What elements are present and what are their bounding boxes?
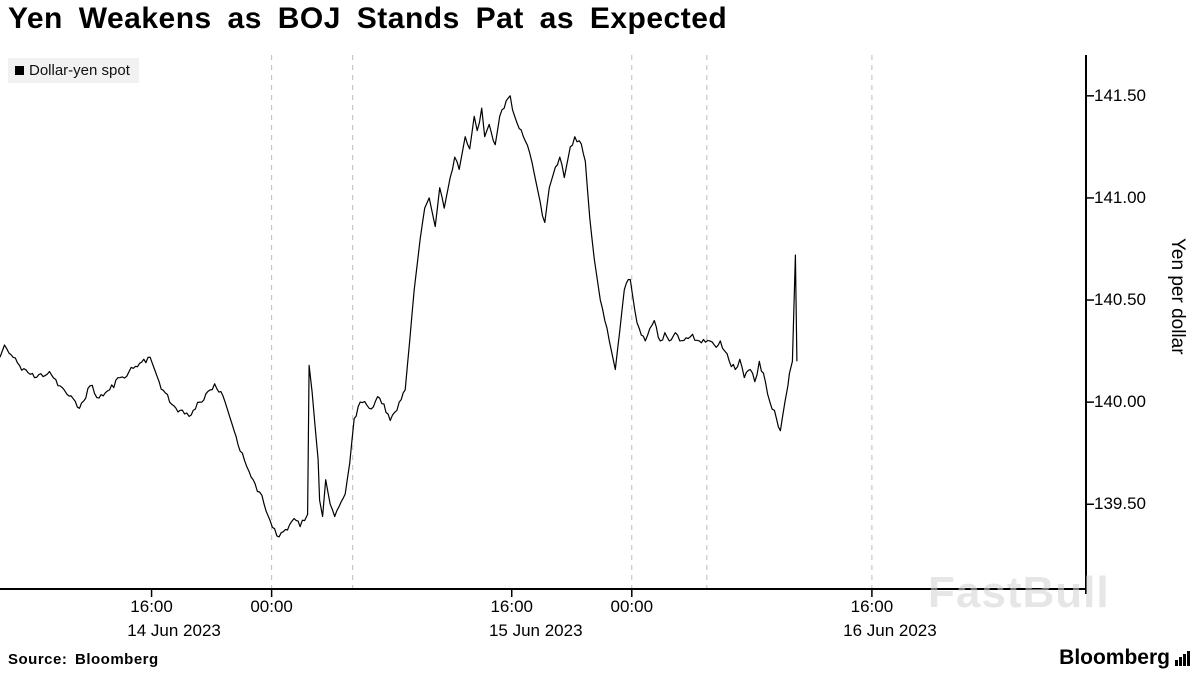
- y-tick-label: 140.00: [1094, 392, 1146, 412]
- x-tick-label: 16:00: [130, 597, 173, 616]
- y-tick-label: 139.50: [1094, 494, 1146, 514]
- x-tick-label: 00:00: [610, 597, 654, 616]
- price-line: [0, 95, 798, 538]
- x-tick-label: 00:00: [250, 597, 293, 616]
- bloomberg-logo: Bloomberg: [1059, 646, 1190, 670]
- x-date-label: 15 Jun 2023: [488, 621, 583, 640]
- bloomberg-bars-icon: [1175, 650, 1190, 666]
- x-date-label: 16 Jun 2023: [843, 621, 937, 640]
- bloomberg-logo-text: Bloomberg: [1059, 646, 1170, 669]
- x-date-label: 14 Jun 2023: [127, 621, 221, 640]
- y-tick-label: 141.00: [1094, 187, 1146, 207]
- legend-label: Dollar-yen spot: [29, 62, 130, 79]
- legend: Dollar-yen spot: [8, 58, 139, 83]
- source-attribution: Source: Bloomberg: [8, 651, 159, 668]
- y-tick-label: 140.50: [1094, 290, 1146, 310]
- watermark: FastBull: [928, 568, 1110, 617]
- chart-title: Yen Weakens as BOJ Stands Pat as Expecte…: [8, 2, 728, 35]
- y-axis-title: Yen per dollar: [1167, 238, 1188, 355]
- y-tick-label: 141.50: [1094, 85, 1146, 105]
- x-tick-label: 16:00: [490, 597, 533, 616]
- x-tick-label: 16:00: [850, 597, 894, 616]
- chart-canvas: [0, 55, 1094, 597]
- legend-swatch-icon: [15, 66, 24, 75]
